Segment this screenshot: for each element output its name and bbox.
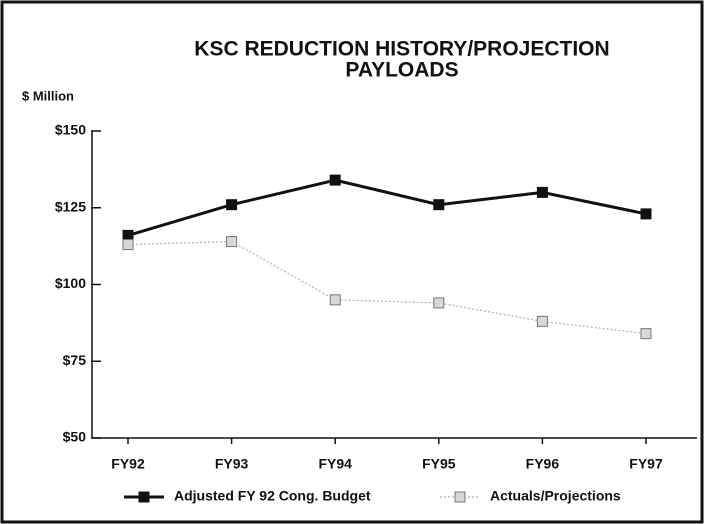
- marker: [226, 199, 238, 211]
- x-tick-label: FY97: [629, 456, 663, 472]
- x-tick-label: FY94: [318, 456, 352, 472]
- marker: [433, 297, 445, 309]
- marker: [433, 199, 445, 211]
- y-tick-label: $150: [55, 122, 86, 138]
- marker: [122, 239, 134, 251]
- marker: [329, 294, 341, 306]
- marker: [640, 328, 652, 340]
- x-tick-label: FY95: [422, 456, 456, 472]
- marker: [640, 208, 652, 220]
- y-axis-label: $ Million: [22, 88, 74, 103]
- legend-label: Actuals/Projections: [490, 488, 621, 504]
- y-tick-label: $100: [55, 275, 86, 291]
- marker: [536, 315, 548, 327]
- legend-label: Adjusted FY 92 Cong. Budget: [174, 488, 371, 504]
- y-tick-label: $125: [55, 198, 86, 214]
- y-tick-label: $50: [63, 429, 87, 445]
- marker: [122, 229, 134, 241]
- marker: [226, 236, 238, 248]
- series-line: [127, 178, 647, 237]
- marker: [536, 186, 548, 198]
- chart-title: PAYLOADS: [345, 59, 458, 82]
- legend-marker: [138, 491, 150, 503]
- series-line: [127, 240, 647, 335]
- marker: [329, 174, 341, 186]
- x-tick-label: FY92: [111, 456, 145, 472]
- x-tick-label: FY93: [215, 456, 249, 472]
- x-tick-label: FY96: [526, 456, 560, 472]
- chart-title: KSC REDUCTION HISTORY/PROJECTION: [194, 38, 609, 61]
- y-tick-label: $75: [63, 352, 87, 368]
- legend-marker: [454, 491, 466, 503]
